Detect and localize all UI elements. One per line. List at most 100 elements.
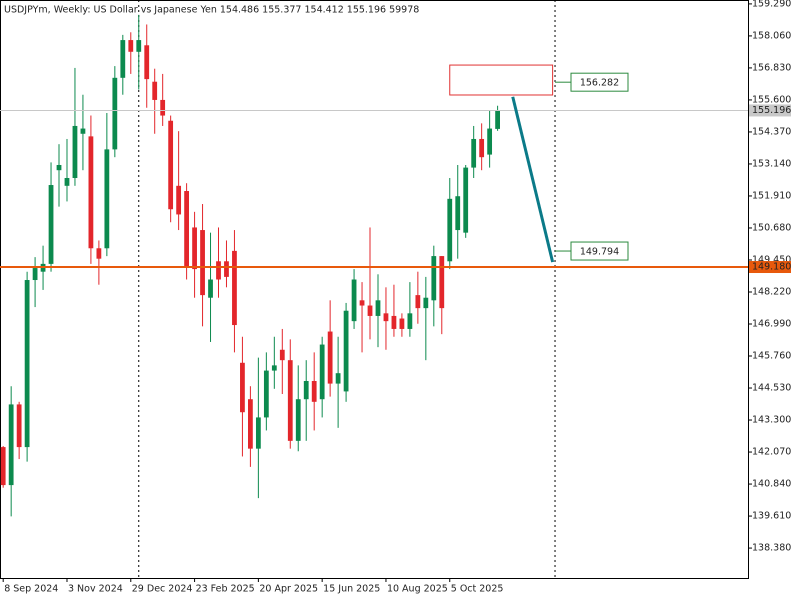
candle-body: [232, 250, 237, 326]
candle-body: [439, 256, 445, 309]
y-tick-label: 142.070: [752, 447, 791, 458]
candle-body: [176, 185, 182, 215]
candle-body: [184, 191, 189, 267]
candle-body: [399, 318, 405, 329]
candle-body: [96, 248, 102, 259]
candle-body: [335, 373, 341, 384]
candle-body: [263, 370, 269, 418]
candle-body: [24, 280, 30, 448]
y-tick-label: 146.990: [752, 319, 791, 330]
candle-body: [120, 40, 126, 78]
trend-line: [511, 96, 555, 263]
candle-body: [160, 99, 166, 116]
candle-body: [383, 313, 389, 322]
candle-body: [431, 256, 437, 301]
price-tag: [749, 261, 791, 274]
candle-body: [455, 196, 461, 231]
y-tick-label: 144.530: [752, 383, 791, 394]
price-tag: [749, 104, 791, 117]
candle-body: [248, 399, 253, 449]
candle-body: [351, 279, 357, 322]
candle-body: [471, 138, 477, 168]
x-tick-label: 10 Aug 2025: [387, 584, 448, 595]
plot-border: [0, 0, 749, 579]
candle-body: [168, 120, 174, 210]
y-tick-label: 159.290: [752, 0, 791, 9]
candle-body: [255, 417, 261, 449]
candle-body: [32, 268, 38, 281]
candle-body: [311, 380, 317, 402]
candle-body: [8, 404, 14, 486]
y-tick-label: 156.830: [752, 62, 791, 73]
candle-body: [200, 230, 205, 296]
candle-body: [391, 315, 397, 329]
candle-body: [303, 380, 309, 400]
candle-body: [343, 310, 349, 392]
y-tick-label: 138.380: [752, 543, 791, 554]
candle-body: [407, 313, 413, 329]
chart-title: USDJPYm, Weekly: US Dollar vs Japanese Y…: [4, 5, 419, 16]
candle-body: [359, 300, 365, 306]
candle-body: [0, 447, 6, 486]
y-tick-label: 145.760: [752, 351, 791, 362]
price-label-box: [570, 241, 629, 261]
x-tick-label: 5 Oct 2025: [451, 584, 504, 595]
candle-body: [128, 40, 134, 52]
price-tag-label: 149.180: [752, 262, 791, 273]
candle-body: [279, 349, 285, 361]
y-tick-label: 149.450: [752, 254, 791, 265]
y-tick-label: 154.370: [752, 126, 791, 137]
candle-body: [64, 178, 70, 186]
price-label: 156.282: [580, 78, 619, 89]
y-tick-label: 143.300: [752, 415, 791, 426]
candle-body: [487, 128, 493, 155]
candle-body: [48, 185, 54, 264]
x-tick-label: 29 Dec 2024: [132, 584, 193, 595]
candle-body: [88, 136, 94, 249]
x-tick-label: 8 Sep 2024: [4, 584, 58, 595]
candle-body: [216, 261, 221, 280]
candle-body: [80, 128, 86, 134]
price-label: 149.794: [580, 247, 619, 258]
x-tick-label: 15 Jun 2025: [323, 584, 380, 595]
candle-body: [104, 149, 110, 249]
candle-body: [192, 227, 197, 270]
candle-body: [415, 295, 421, 309]
candle-body: [495, 110, 500, 129]
candle-body: [208, 279, 213, 298]
candle-body: [72, 125, 78, 179]
x-tick-label: 23 Feb 2025: [196, 584, 255, 595]
y-tick-label: 153.140: [752, 158, 791, 169]
y-tick-label: 140.840: [752, 479, 791, 490]
y-tick-label: 151.910: [752, 190, 791, 201]
y-tick-label: 148.220: [752, 286, 791, 297]
candle-body: [271, 365, 277, 371]
candle-body: [367, 305, 373, 316]
candle-body: [375, 300, 381, 316]
candle-body: [144, 45, 150, 80]
y-tick-label: 150.680: [752, 222, 791, 233]
candle-body: [319, 344, 325, 400]
candle-body: [240, 362, 245, 413]
y-tick-label: 155.600: [752, 94, 791, 105]
candle-body: [479, 138, 485, 158]
candle-body: [136, 40, 142, 52]
x-tick-label: 3 Nov 2024: [68, 584, 123, 595]
x-tick-label: 20 Apr 2025: [259, 584, 318, 595]
candle-body: [423, 297, 429, 309]
candle-body: [112, 77, 118, 150]
candle-body: [224, 261, 229, 277]
price-label-box: [570, 72, 629, 92]
candle-body: [327, 331, 333, 384]
price-tag-label: 155.196: [752, 105, 791, 116]
candle-body: [16, 404, 22, 448]
candle-body: [152, 81, 158, 100]
y-tick-label: 139.610: [752, 511, 791, 522]
candle-body: [295, 399, 301, 441]
candle-body: [287, 360, 293, 441]
candle-body: [56, 164, 62, 171]
candle-body: [463, 167, 469, 233]
rectangle-object: [449, 64, 554, 96]
